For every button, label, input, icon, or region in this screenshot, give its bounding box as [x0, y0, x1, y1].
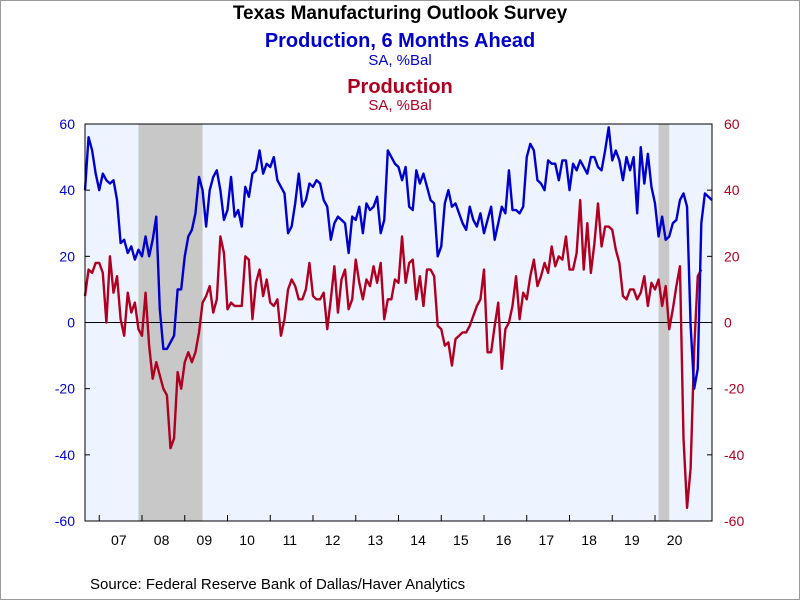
series1-unit: SA, %Bal: [368, 52, 432, 69]
right-axis-tick-label: -60: [724, 513, 744, 529]
chart-title: Texas Manufacturing Outlook Survey: [232, 3, 568, 24]
left-axis-tick-label: -60: [55, 513, 75, 529]
left-axis-tick-label: -40: [55, 447, 75, 463]
x-axis-tick-label: 16: [496, 532, 512, 548]
source-note: Source: Federal Reserve Bank of Dallas/H…: [90, 576, 466, 593]
left-axis-tick-label: 60: [59, 116, 75, 132]
series1-title: Production, 6 Months Ahead: [264, 30, 536, 52]
left-axis-tick-label: 0: [67, 315, 75, 331]
series-production-6-months-ahead-line: [83, 126, 713, 390]
right-axis-tick-label: 20: [724, 248, 740, 264]
x-axis-tick-label: 10: [239, 532, 255, 548]
plot-border: [84, 123, 713, 522]
x-axis-tick-label: 20: [667, 532, 683, 548]
series2-unit: SA, %Bal: [368, 97, 432, 114]
x-axis-tick-label: 13: [368, 532, 384, 548]
right-axis-tick-label: -20: [724, 381, 744, 397]
x-axis-tick-label: 11: [283, 532, 298, 548]
right-axis-tick-label: 0: [724, 315, 732, 331]
x-axis-tick-label: 15: [453, 532, 469, 548]
left-axis-tick-label: 40: [59, 182, 75, 198]
x-axis-tick-label: 17: [539, 532, 555, 548]
x-axis-tick-label: 08: [154, 532, 170, 548]
x-axis-tick-label: 07: [111, 532, 127, 548]
left-axis-tick-label: 20: [59, 248, 75, 264]
x-axis-tick-label: 14: [410, 532, 426, 548]
series2-title: Production: [347, 76, 453, 98]
x-axis-tick-label: 12: [325, 532, 341, 548]
series-production-line: [83, 198, 703, 509]
x-axis-tick-label: 09: [197, 532, 213, 548]
x-axis-tick-label: 19: [624, 532, 640, 548]
right-axis-tick-label: 60: [724, 116, 740, 132]
right-axis-tick-label: 40: [724, 182, 740, 198]
x-axis-tick-label: 18: [581, 532, 597, 548]
right-axis-tick-label: -40: [724, 447, 744, 463]
left-axis-tick-label: -20: [55, 381, 75, 397]
